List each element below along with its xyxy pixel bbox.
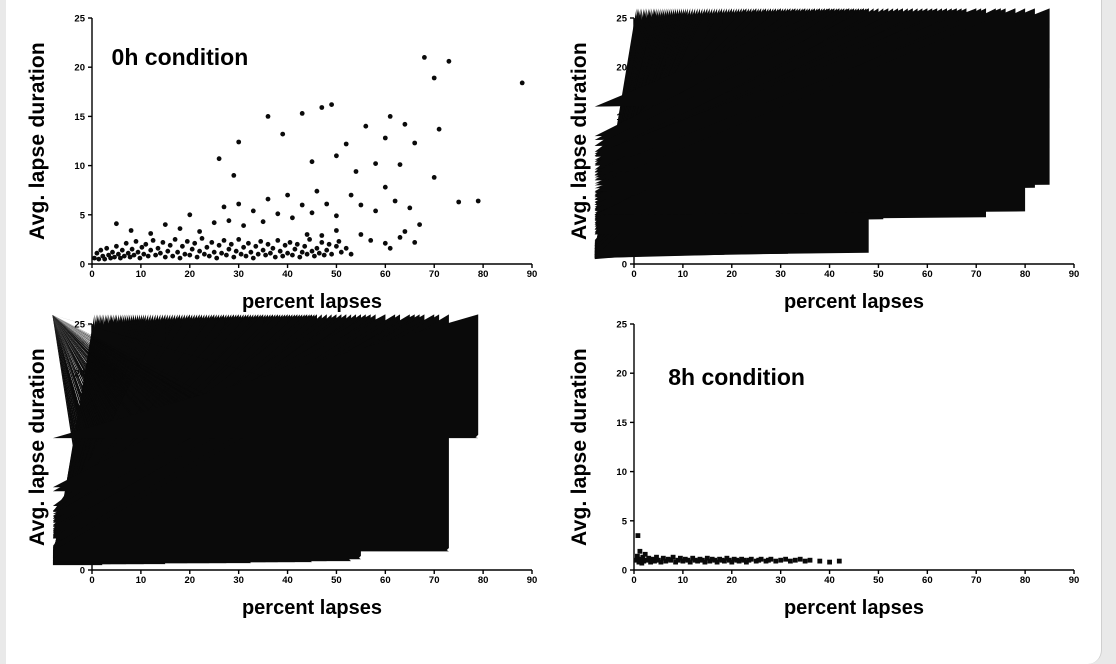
svg-text:20: 20	[184, 269, 195, 280]
svg-text:10: 10	[136, 269, 147, 280]
scatter-plot-8h: 0 10 20 30 40 50 60 70 80 90 0 5 10 15 20 25 8h conditio…	[616, 320, 1079, 587]
svg-text:40: 40	[824, 575, 835, 586]
svg-text:0: 0	[622, 260, 627, 271]
svg-text:50: 50	[873, 269, 884, 280]
svg-text:20: 20	[616, 369, 627, 380]
svg-text:10: 10	[616, 467, 627, 478]
svg-text:50: 50	[873, 575, 884, 586]
data-points	[634, 533, 842, 566]
panel-8h: Avg. lapse duration 0 10 20 30 40 50 60 70 80 90 0…	[566, 314, 1094, 620]
svg-text:20: 20	[74, 63, 85, 74]
x-axis-label-0h: percent lapses	[241, 291, 383, 313]
svg-text:90: 90	[527, 575, 538, 586]
scatter-plot-6h: 010203040506070809005101520256h conditio…	[52, 314, 538, 586]
svg-text:25: 25	[74, 320, 85, 331]
svg-text:25: 25	[616, 320, 627, 331]
svg-text:90: 90	[527, 269, 538, 280]
svg-text:25: 25	[616, 14, 627, 25]
svg-text:30: 30	[775, 269, 786, 280]
svg-text:0: 0	[89, 575, 94, 586]
svg-text:0: 0	[80, 566, 85, 577]
svg-text:15: 15	[74, 112, 85, 123]
svg-text:60: 60	[380, 269, 391, 280]
svg-text:30: 30	[775, 575, 786, 586]
svg-text:40: 40	[282, 575, 293, 586]
svg-text:60: 60	[922, 575, 933, 586]
svg-text:90: 90	[1069, 575, 1080, 586]
y-axis-label-0h: Avg. lapse duration	[26, 42, 49, 240]
svg-text:0: 0	[89, 269, 94, 280]
svg-text:50: 50	[331, 269, 342, 280]
svg-text:0: 0	[80, 260, 85, 271]
svg-text:70: 70	[429, 269, 440, 280]
panel-0h: Avg. lapse duration 0 10 20 30 40 50 60 70 80 90 0…	[24, 8, 552, 314]
svg-text:10: 10	[136, 575, 147, 586]
svg-text:60: 60	[380, 575, 391, 586]
svg-text:80: 80	[478, 269, 489, 280]
svg-text:25: 25	[74, 14, 85, 25]
data-points	[594, 8, 1050, 260]
panel-6h: Avg. lapse duration 0 10 20 30 40 50 60 70 80 90 0…	[24, 314, 552, 620]
svg-text:10: 10	[678, 575, 689, 586]
y-axis-label-8h: Avg. lapse duration	[568, 348, 591, 546]
svg-text:15: 15	[616, 418, 627, 429]
svg-text:0: 0	[631, 269, 636, 280]
svg-text:30: 30	[233, 575, 244, 586]
svg-text:20: 20	[726, 269, 737, 280]
axes	[630, 323, 1075, 574]
x-axis-label-8h: percent lapses	[783, 597, 925, 619]
y-axis-label-6h: Avg. lapse duration	[26, 348, 49, 546]
page-background: Avg. lapse duration 0 10 20 30 40 50 60 70 80 90 0…	[6, 0, 1102, 664]
svg-text:5: 5	[80, 210, 86, 221]
svg-text:5: 5	[622, 516, 628, 527]
svg-text:0: 0	[631, 575, 636, 586]
svg-text:90: 90	[1069, 269, 1080, 280]
tick-labels: 0 10 20 30 40 50 60 70 80 90 0 5 10 15 20 25	[74, 14, 537, 281]
svg-text:80: 80	[1020, 575, 1031, 586]
condition-label: 0h condition	[112, 44, 249, 70]
scatter-plot-0h: 0 10 20 30 40 50 60 70 80 90 0 5 10 15 20 25 0h conditio…	[74, 14, 537, 281]
svg-text:40: 40	[824, 269, 835, 280]
condition-label: 8h condition	[668, 364, 805, 390]
svg-text:80: 80	[478, 575, 489, 586]
svg-text:40: 40	[282, 269, 293, 280]
svg-text:70: 70	[429, 575, 440, 586]
svg-text:50: 50	[331, 575, 342, 586]
svg-text:80: 80	[1020, 269, 1031, 280]
axes	[88, 17, 533, 268]
scatter-grid: Avg. lapse duration 0 10 20 30 40 50 60 70 80 90 0…	[6, 0, 1101, 620]
scatter-plot-4h: 010203040506070809005101520254h conditio…	[594, 8, 1080, 280]
svg-text:20: 20	[74, 369, 85, 380]
svg-text:20: 20	[184, 575, 195, 586]
data-points	[52, 314, 479, 566]
svg-text:10: 10	[74, 161, 85, 172]
y-axis-label-4h: Avg. lapse duration	[568, 42, 591, 240]
svg-text:30: 30	[233, 269, 244, 280]
data-points	[92, 55, 525, 262]
svg-text:70: 70	[971, 269, 982, 280]
svg-text:60: 60	[922, 269, 933, 280]
panel-4h: Avg. lapse duration 0 10 20 30 40 50 60 70 80 90 0…	[566, 8, 1094, 314]
x-axis-label-6h: percent lapses	[241, 597, 383, 619]
svg-text:0: 0	[622, 566, 627, 577]
svg-text:70: 70	[971, 575, 982, 586]
svg-text:20: 20	[726, 575, 737, 586]
tick-labels: 0 10 20 30 40 50 60 70 80 90 0 5 10 15 20 25	[616, 320, 1079, 587]
x-axis-label-4h: percent lapses	[783, 291, 925, 313]
svg-text:10: 10	[678, 269, 689, 280]
svg-text:20: 20	[616, 63, 627, 74]
